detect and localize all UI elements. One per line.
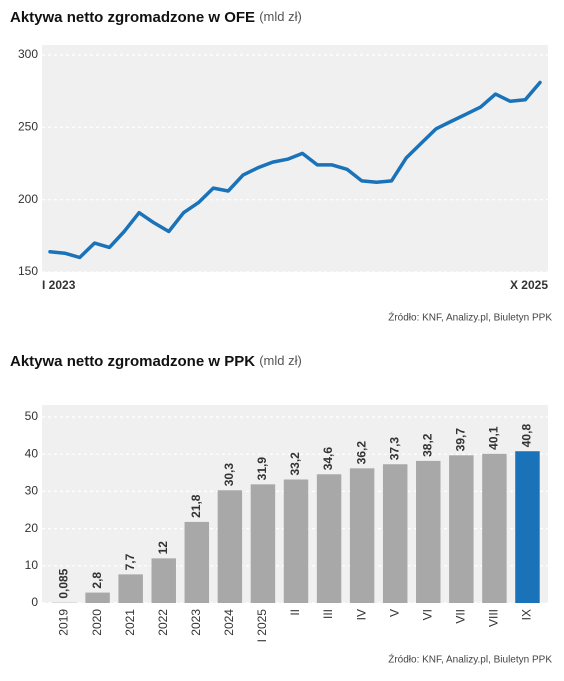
x-tick-label: VIII	[487, 609, 501, 627]
y-tick-label: 150	[18, 264, 38, 278]
bar	[382, 464, 408, 603]
plot-panel	[42, 45, 548, 272]
bar	[217, 490, 243, 603]
x-tick-label: 2019	[57, 609, 71, 636]
bar	[482, 453, 507, 603]
value-label: 30,3	[222, 463, 236, 487]
title-text: Aktywa netto zgromadzone w OFE	[10, 9, 255, 26]
bar	[449, 455, 474, 603]
title-text: Aktywa netto zgromadzone w PPK	[10, 353, 255, 370]
bar	[184, 521, 210, 603]
y-tick-label: 200	[18, 192, 38, 206]
y-tick-label: 250	[18, 120, 38, 134]
y-tick-label: 300	[18, 47, 38, 61]
value-label: 40,1	[487, 426, 501, 450]
unit-text: (mld zł)	[259, 353, 302, 368]
x-tick-label: II	[288, 609, 302, 616]
y-tick-label: 40	[25, 446, 39, 460]
value-label: 21,8	[189, 494, 203, 518]
y-tick-label: 30	[25, 484, 39, 498]
bar	[515, 451, 540, 603]
value-label: 7,7	[123, 553, 137, 570]
value-label: 39,7	[454, 428, 468, 452]
x-tick-label: 2024	[222, 609, 236, 636]
source: Źródło: KNF, Analizy.pl, Biuletyn PPK	[388, 653, 552, 666]
value-label: 0,085	[57, 568, 71, 598]
x-tick-label: I 2025	[255, 609, 269, 643]
bar	[349, 468, 375, 603]
y-tick-label: 10	[25, 558, 39, 572]
y-tick-label: 0	[31, 595, 38, 609]
value-label: 38,2	[420, 433, 434, 457]
x-tick-label: 2023	[189, 609, 203, 636]
value-label: 40,8	[520, 424, 534, 448]
x-tick-label: IV	[354, 609, 368, 620]
bar	[416, 460, 441, 603]
y-tick-label: 20	[25, 521, 39, 535]
data-line	[48, 80, 542, 260]
x-tick-label: 2020	[90, 609, 104, 636]
value-label: 31,9	[255, 457, 269, 481]
x-tick-label: VII	[454, 609, 468, 624]
bar	[118, 574, 143, 603]
source: Źródło: KNF, Analizy.pl, Biuletyn PPK	[388, 311, 552, 324]
x-tick-label: VI	[420, 609, 434, 620]
bar	[85, 592, 110, 603]
x-tick-label: 2022	[156, 609, 170, 636]
chart-title: Aktywa netto zgromadzone w OFE (mld zł)	[10, 9, 302, 26]
unit-text: (mld zł)	[259, 9, 302, 24]
value-label: 34,6	[321, 447, 335, 471]
x-tick-label: X 2025	[510, 278, 548, 292]
bar	[151, 558, 176, 603]
y-tick-label: 50	[25, 409, 39, 423]
value-label: 2,8	[90, 572, 104, 589]
chart-title: Aktywa netto zgromadzone w PPK (mld zł)	[10, 353, 302, 370]
x-tick-label: IX	[520, 609, 534, 620]
value-label: 36,2	[354, 441, 368, 465]
x-tick-label: 2021	[123, 609, 137, 636]
x-tick-label: III	[321, 609, 335, 619]
value-label: 37,3	[387, 437, 401, 461]
x-tick-label: V	[387, 609, 401, 617]
x-tick-label: I 2023	[42, 278, 76, 292]
bar	[283, 479, 309, 603]
value-label: 12	[156, 541, 170, 555]
bar	[316, 474, 342, 603]
bar	[250, 484, 276, 603]
value-label: 33,2	[288, 452, 302, 476]
